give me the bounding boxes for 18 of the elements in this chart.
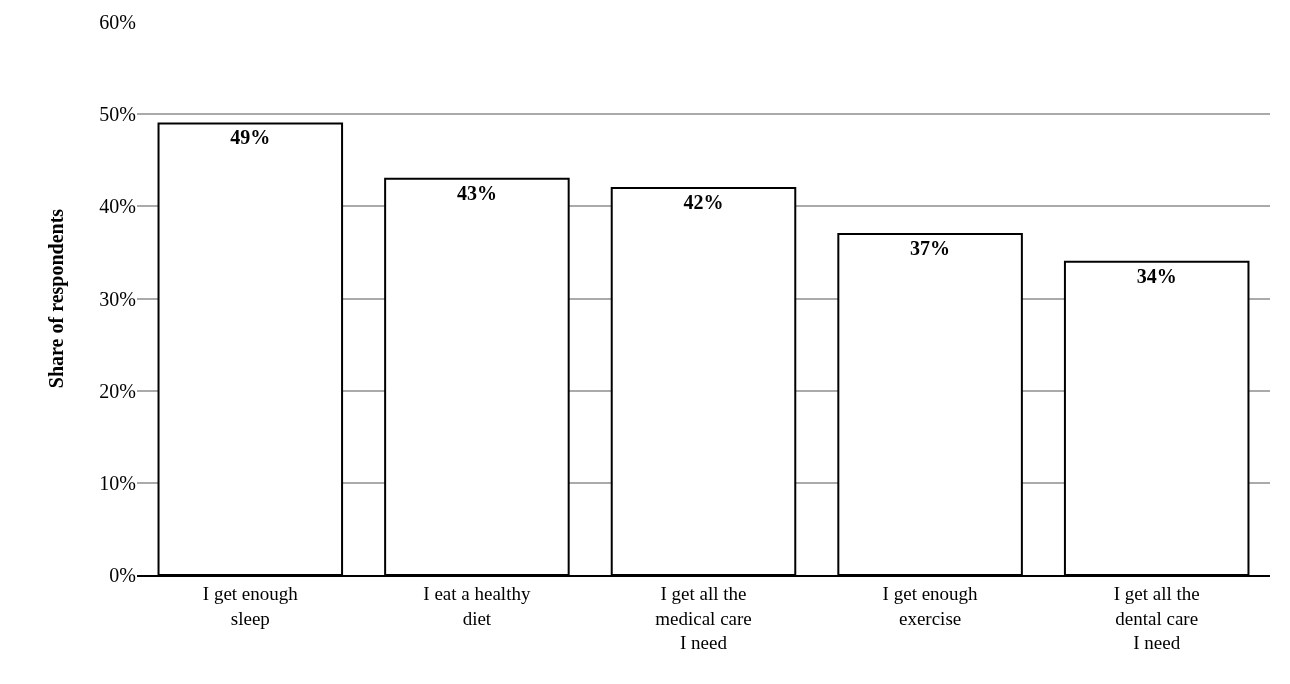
y-tick-label: 30% <box>99 287 136 310</box>
y-tick-label: 20% <box>99 379 136 402</box>
x-tick-label: I get all the dental care I need <box>1113 582 1200 654</box>
x-tick-label: I get enough exercise <box>882 582 979 629</box>
data-label: 42% <box>683 190 724 213</box>
y-tick-label: 10% <box>99 471 136 494</box>
y-tick-label: 0% <box>109 564 136 586</box>
y-axis-title: Share of respondents <box>44 208 68 389</box>
y-tick-label: 50% <box>99 103 136 126</box>
data-label: 34% <box>1136 264 1177 287</box>
x-tick-label: I eat a healthy diet <box>423 582 531 629</box>
data-label: 49% <box>230 126 271 149</box>
y-tick-label: 40% <box>99 195 136 218</box>
data-label: 37% <box>910 236 951 259</box>
x-tick-label: I get enough sleep <box>202 582 299 629</box>
x-tick-label: I get all the medical care I need <box>655 582 752 654</box>
data-label: 43% <box>456 181 497 204</box>
y-tick-label: 60% <box>99 11 136 33</box>
